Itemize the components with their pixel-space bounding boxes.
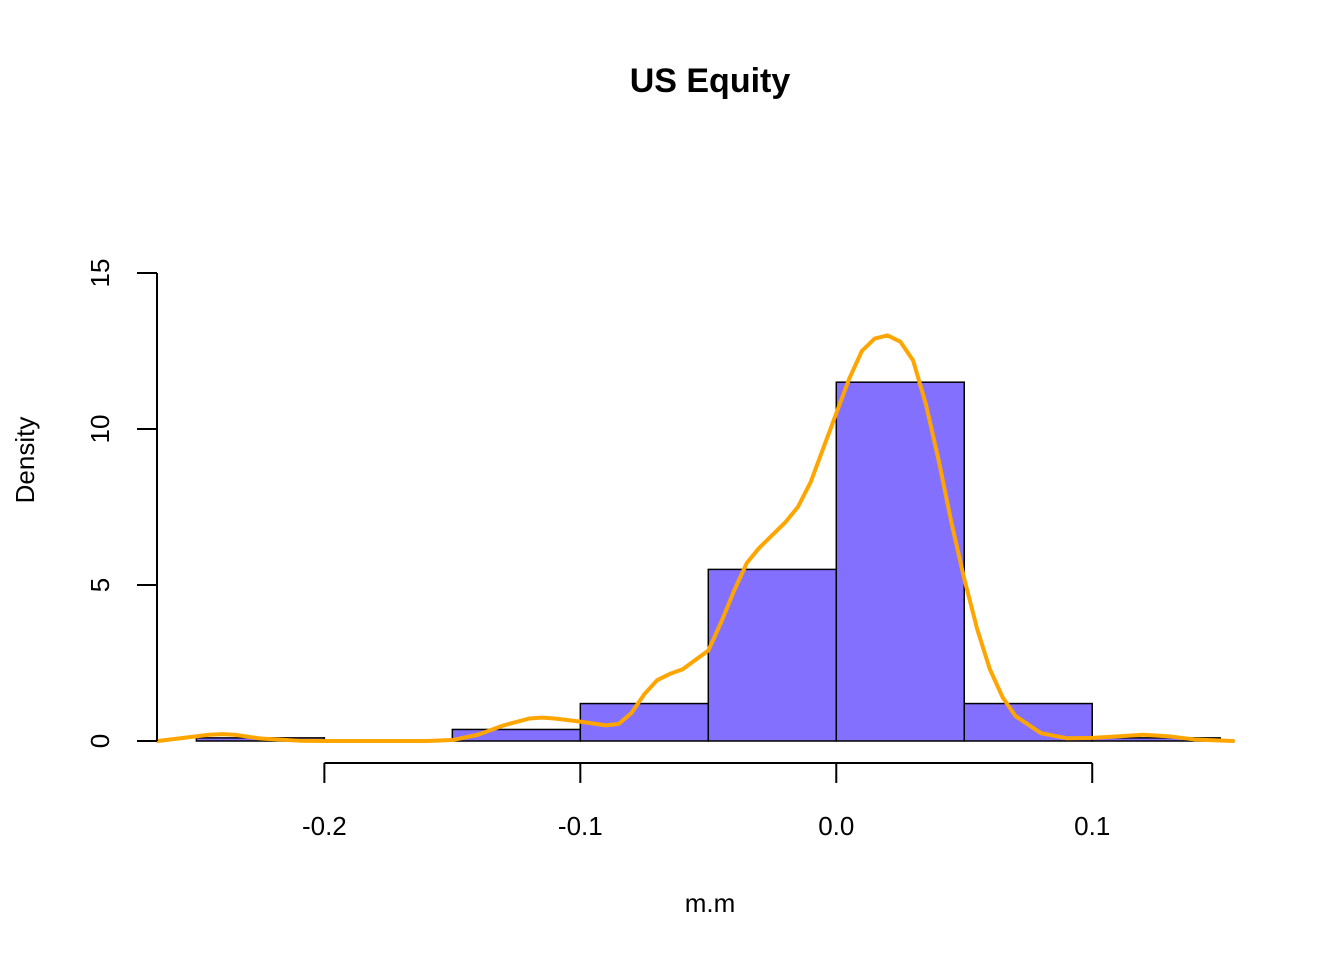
density-curve: [156, 333, 1235, 743]
y-axis: 0 5 10 15: [85, 259, 158, 748]
chart-title: US Equity: [630, 62, 791, 100]
x-tick-label: -0.2: [302, 811, 347, 841]
histogram-bar-5: [835, 381, 965, 742]
histogram-bar-3: [579, 702, 710, 742]
y-tick-label: 15: [85, 259, 115, 288]
y-tick-label: 10: [85, 415, 115, 444]
x-tick-label: 0.1: [1074, 811, 1110, 841]
x-tick-label: 0.0: [818, 811, 854, 841]
y-tick-label: 0: [85, 734, 115, 748]
x-tick-label: -0.1: [558, 811, 603, 841]
histogram-bar-4: [707, 568, 838, 742]
density-curve-layer: [156, 333, 1235, 743]
y-axis-label: Density: [10, 417, 40, 504]
histogram-bars: [195, 381, 1221, 742]
x-axis: -0.2 -0.1 0.0 0.1: [302, 762, 1110, 841]
x-axis-label: m.m: [685, 888, 736, 918]
y-tick-label: 5: [85, 578, 115, 592]
